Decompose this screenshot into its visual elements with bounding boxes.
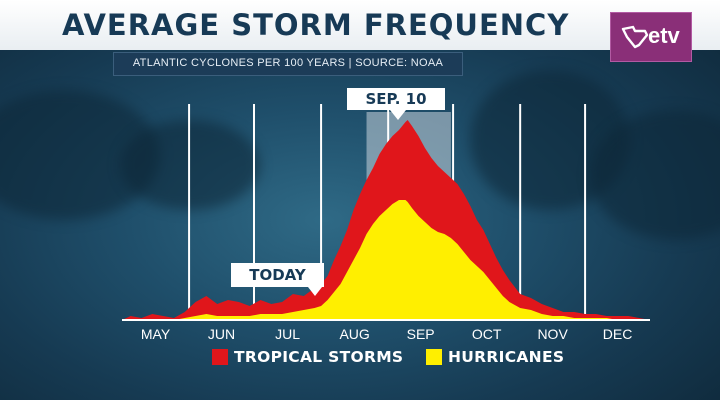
legend-label-hurricanes: HURRICANES <box>448 348 565 366</box>
legend-swatch-hurricanes <box>426 349 442 365</box>
subtitle-box: ATLANTIC CYCLONES PER 100 YEARS | SOURCE… <box>113 52 463 76</box>
month-tick-label: JUL <box>275 326 300 342</box>
month-tick-label: DEC <box>603 326 633 342</box>
page-title: AVERAGE STORM FREQUENCY <box>62 8 570 42</box>
background-tree <box>590 110 720 240</box>
month-gridlines <box>188 104 587 320</box>
peak-callout-pointer <box>390 110 406 120</box>
peak-callout: SEP. 10 <box>347 88 445 110</box>
today-callout-pointer <box>308 287 322 296</box>
title-bar: AVERAGE STORM FREQUENCY <box>0 0 720 50</box>
legend-label-tropical-storms: TROPICAL STORMS <box>234 348 404 366</box>
month-tick-labels: MAY JUN JUL AUG SEP OCT NOV DEC <box>141 326 632 342</box>
hurricanes-area <box>122 200 650 320</box>
month-tick-label: SEP <box>407 326 435 342</box>
legend-swatch-tropical-storms <box>212 349 228 365</box>
month-tick-label: MAY <box>141 326 171 342</box>
etv-logo: etv <box>610 12 692 62</box>
state-outline-icon <box>621 25 649 49</box>
subtitle: ATLANTIC CYCLONES PER 100 YEARS | SOURCE… <box>132 57 444 69</box>
today-callout: TODAY <box>231 263 324 287</box>
month-tick-label: AUG <box>339 326 369 342</box>
month-tick-label: JUN <box>208 326 235 342</box>
month-tick-label: OCT <box>472 326 502 342</box>
month-tick-label: NOV <box>537 326 568 342</box>
logo-text: etv <box>648 23 680 48</box>
